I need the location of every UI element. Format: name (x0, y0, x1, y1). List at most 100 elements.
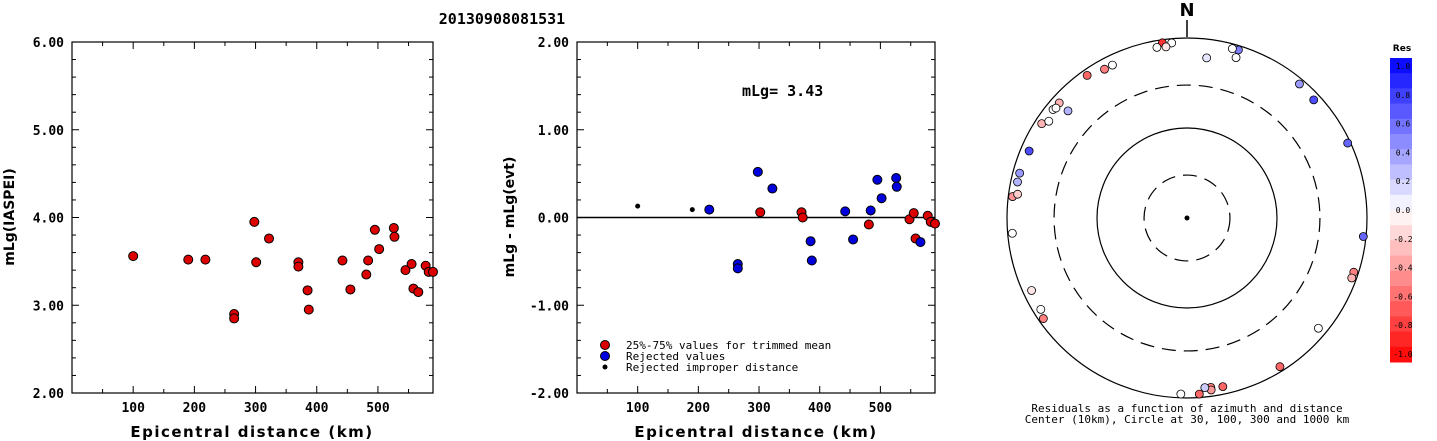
polar-residual-point (1007, 228, 1017, 238)
panel2-ticks: -2.00 -1.00 0.00 1.00 2.00 100 200 300 400 500 (530, 36, 935, 416)
panel1-ytick-label: 6.00 (33, 36, 64, 51)
magnitude-point (363, 255, 374, 266)
trimmed-point (908, 208, 919, 219)
trimmed-point (755, 207, 766, 218)
colorbar-label: 0.6 (1396, 120, 1411, 129)
magnitude-point (389, 231, 400, 242)
colorbar-label: 0.2 (1396, 177, 1411, 186)
polar-rings (1006, 37, 1368, 399)
polar-residual-point (1108, 60, 1117, 70)
panel2-xtick-label: 200 (687, 401, 711, 416)
magnitude-point (183, 254, 194, 265)
panel2-xtick-label: 500 (869, 401, 893, 416)
panel1-xtick-label: 500 (366, 401, 390, 416)
magnitude-point (337, 255, 348, 266)
panel2-ytick-label: -1.00 (530, 299, 569, 314)
legend-trimmed-label: 25%-75% values for trimmed mean (626, 339, 831, 352)
magnitude-point (413, 287, 424, 298)
colorbar-cell (1390, 346, 1412, 363)
magnitude-point (200, 254, 211, 265)
colorbar-labels: 1.0 0.8 0.6 0.4 0.2 0.0 -0.2 -0.4 -0.6 -0.8 -1.0 (1393, 62, 1412, 359)
rejected-point (872, 174, 883, 185)
legend-improper-label: Rejected improper distance (626, 361, 798, 374)
panel1-y-axis-label: mLg(IASPEI) (2, 168, 18, 266)
rejected-point (752, 166, 763, 177)
colorbar-cell (1390, 118, 1412, 135)
magnitude-point (388, 223, 399, 234)
legend-rejected-label: Rejected values (626, 350, 725, 363)
panel2-x-axis-label: Epicentral distance (km) (634, 423, 877, 441)
panel1-x-axis-label: Epicentral distance (km) (130, 423, 373, 441)
polar-residual-point (1275, 362, 1285, 372)
panel2-xtick-label: 100 (626, 401, 650, 416)
rejected-point (704, 204, 715, 215)
colorbar-cell (1390, 301, 1412, 317)
colorbar-title: Res (1393, 44, 1411, 54)
rejected-point (891, 173, 902, 184)
panel2-points (635, 166, 940, 274)
panel2-ytick-label: 0.00 (538, 212, 569, 227)
polar-caption-line1: Residuals as a function of azimuth and d… (1031, 402, 1342, 415)
polar-residual-point (1013, 177, 1022, 187)
magnitude-point (128, 251, 139, 262)
panel1-ticks: 2.00 3.00 4.00 5.00 6.00 100 200 300 400 500 (33, 36, 433, 416)
figure-title: 20130908081531 (439, 10, 565, 28)
colorbar-cell (1390, 225, 1412, 241)
north-label: N (1179, 0, 1194, 21)
colorbar-cell (1390, 316, 1412, 333)
colorbar-label: -0.4 (1393, 264, 1412, 273)
panel1-xtick-label: 400 (305, 401, 329, 416)
panel2-ytick-label: 2.00 (538, 36, 569, 51)
rejected-point (840, 206, 851, 217)
polar-residual-point (1313, 323, 1323, 333)
magnitude-point (369, 224, 380, 235)
colorbar-cell (1390, 149, 1412, 165)
rejected-point (891, 181, 902, 192)
colorbar-label: 0.8 (1396, 91, 1411, 100)
rejected-point (732, 263, 743, 274)
polar-residual-point (1343, 138, 1353, 148)
colorbar-label: 0.4 (1396, 148, 1411, 157)
magnitude-point (406, 259, 417, 270)
panel1-ytick-label: 5.00 (33, 124, 64, 139)
polar-residual-point (1176, 389, 1186, 399)
colorbar-cell (1390, 179, 1412, 196)
polar-ring-300km (1053, 84, 1321, 352)
polar-residual-point (1152, 42, 1162, 52)
rejected-point (806, 255, 817, 266)
polar-residual-point (1051, 103, 1061, 113)
polar-residual-point (1218, 382, 1228, 392)
polar-center (1184, 215, 1190, 221)
panel1-xtick-label: 200 (183, 401, 207, 416)
magnitude-point (251, 257, 262, 268)
polar-ring-30km (1143, 174, 1231, 262)
rejected-point (865, 205, 876, 216)
improper-distance-point (635, 203, 641, 209)
polar-points (1007, 38, 1368, 399)
polar-residual-point (1100, 64, 1109, 74)
polar-residual-point (1015, 168, 1025, 178)
panel2-ytick-label: -2.00 (530, 387, 569, 402)
legend-improper-marker (602, 364, 608, 370)
polar-residual-point (1295, 79, 1304, 89)
magnitude-point (374, 244, 385, 255)
magnitude-point (249, 216, 260, 227)
polar-plot: N Residuals as a function of azimuth and… (1006, 0, 1368, 426)
magnitude-point (303, 304, 314, 315)
magnitude-point (361, 269, 372, 280)
polar-residual-point (1227, 44, 1237, 54)
magnitude-point (293, 261, 304, 272)
magnitude-panel: 2.00 3.00 4.00 5.00 6.00 100 200 300 400 500 mLg(… (2, 36, 438, 441)
polar-residual-point (1309, 95, 1319, 105)
colorbar-cell (1390, 270, 1412, 287)
colorbar-cell (1390, 88, 1412, 105)
polar-residual-point (1038, 314, 1048, 323)
colorbar-label: -1.0 (1393, 350, 1412, 359)
polar-residual-point (1027, 286, 1036, 295)
panel2-xtick-label: 300 (747, 401, 771, 416)
polar-residual-point (1231, 53, 1241, 62)
colorbar-cell (1390, 194, 1412, 211)
legend-rejected-marker (600, 351, 610, 361)
magnitude-point (345, 284, 356, 295)
panel1-xtick-label: 300 (244, 401, 268, 416)
